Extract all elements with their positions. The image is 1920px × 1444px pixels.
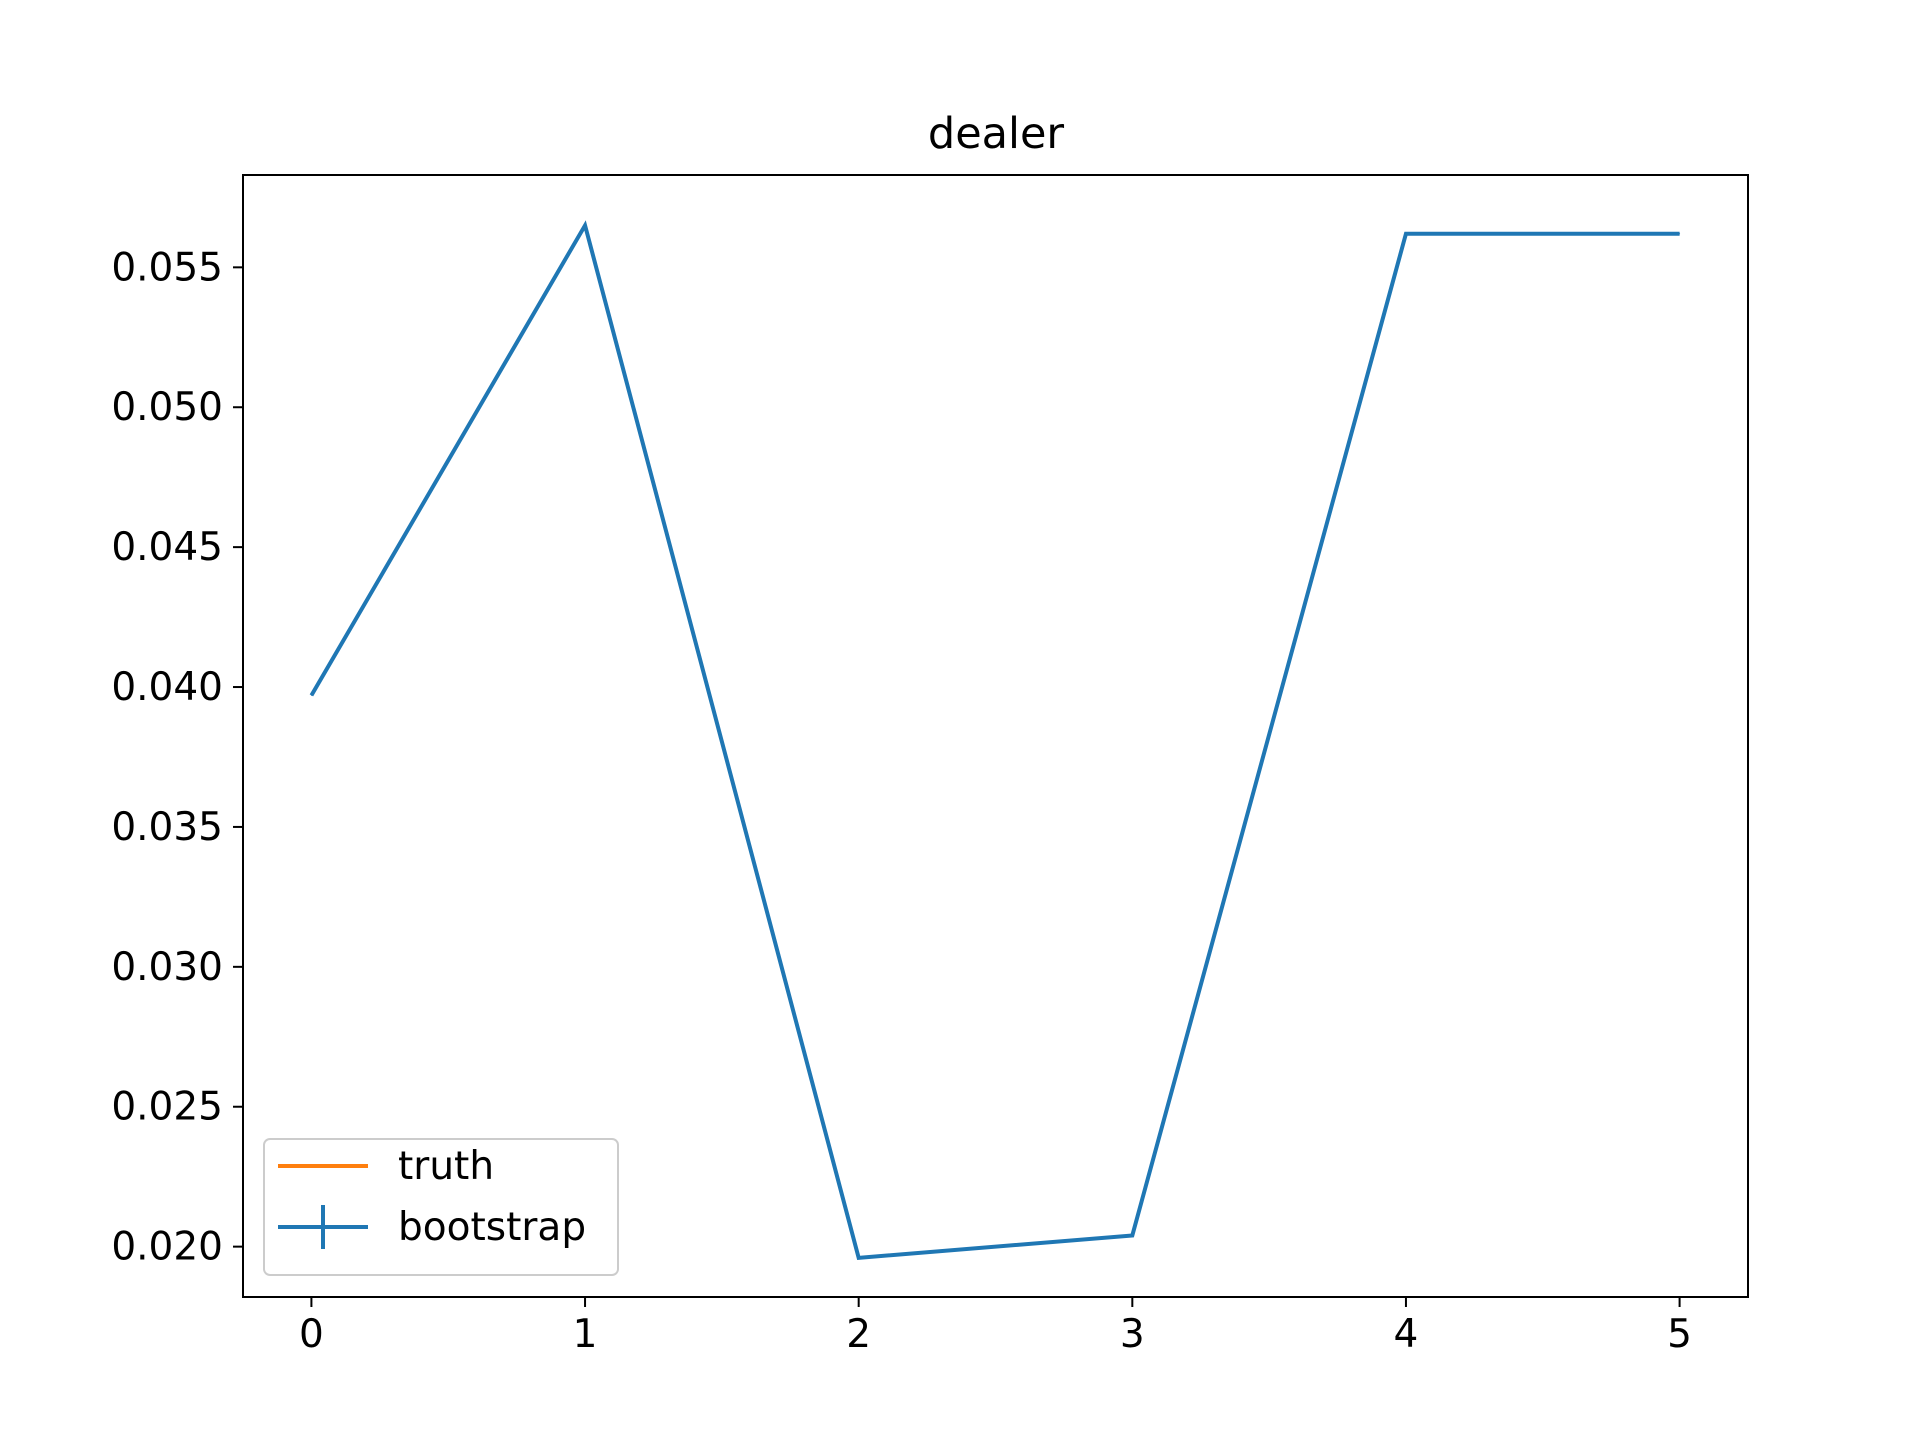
series-line-bootstrap bbox=[309, 220, 1680, 1260]
y-tick-label: 0.055 bbox=[111, 245, 223, 290]
y-tick-label: 0.020 bbox=[111, 1225, 223, 1270]
legend-frame bbox=[263, 1138, 619, 1276]
x-tick-label: 5 bbox=[1667, 1312, 1692, 1357]
data-point-bootstrap bbox=[858, 1257, 860, 1259]
y-tick-label: 0.050 bbox=[111, 385, 223, 430]
ticks-layer: 0 1 2 3 4 5 0.020 0.025 0.030 0.035 0.040 0.045 0.05… bbox=[111, 245, 1692, 1357]
data-point-bootstrap bbox=[584, 224, 586, 226]
plot-frame bbox=[242, 174, 1749, 1298]
series-layer bbox=[309, 220, 1681, 1260]
y-tick-label: 0.025 bbox=[111, 1085, 223, 1130]
x-tick-label: 2 bbox=[846, 1312, 871, 1357]
legend-entries: truth bootstrap bbox=[278, 1144, 586, 1250]
legend-label-truth: truth bbox=[398, 1144, 494, 1189]
y-tick-label: 0.030 bbox=[111, 945, 223, 990]
data-point-bootstrap bbox=[1679, 233, 1681, 235]
legend-label-bootstrap: bootstrap bbox=[398, 1205, 586, 1250]
y-tick-label: 0.045 bbox=[111, 525, 223, 570]
y-tick-label: 0.035 bbox=[111, 805, 223, 850]
data-point-bootstrap bbox=[1131, 1234, 1133, 1236]
data-point-bootstrap bbox=[1405, 233, 1407, 235]
legend: truth bootstrap bbox=[263, 1138, 619, 1276]
y-tick-label: 0.040 bbox=[111, 665, 223, 710]
x-tick-label: 1 bbox=[573, 1312, 598, 1357]
chart-title: dealer bbox=[928, 109, 1065, 159]
x-tick-label: 4 bbox=[1394, 1312, 1419, 1357]
x-tick-label: 3 bbox=[1120, 1312, 1145, 1357]
data-point-bootstrap bbox=[310, 694, 312, 696]
x-tick-label: 0 bbox=[299, 1312, 324, 1357]
